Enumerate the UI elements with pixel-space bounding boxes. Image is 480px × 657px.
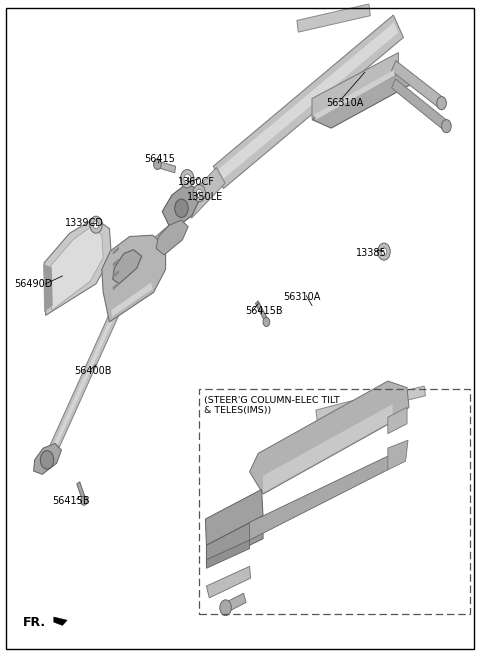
Polygon shape: [54, 617, 67, 625]
Circle shape: [175, 199, 188, 217]
Polygon shape: [113, 250, 142, 284]
Polygon shape: [77, 482, 85, 501]
Ellipse shape: [180, 170, 194, 188]
Polygon shape: [47, 305, 119, 463]
Polygon shape: [263, 389, 396, 486]
Text: 56400B: 56400B: [74, 366, 112, 376]
Polygon shape: [388, 407, 407, 434]
Text: (STEER'G COLUMN-ELEC TILT
& TELES(IMS)): (STEER'G COLUMN-ELEC TILT & TELES(IMS)): [204, 396, 340, 415]
Text: 56490D: 56490D: [14, 279, 53, 290]
Circle shape: [40, 451, 54, 469]
Polygon shape: [250, 381, 409, 494]
Polygon shape: [113, 246, 119, 255]
Polygon shape: [156, 220, 188, 255]
Polygon shape: [183, 168, 225, 218]
Bar: [199, 389, 470, 614]
Polygon shape: [392, 386, 425, 403]
Polygon shape: [34, 443, 61, 474]
Text: 56415: 56415: [144, 154, 175, 164]
Polygon shape: [113, 282, 119, 290]
Polygon shape: [206, 516, 263, 566]
Polygon shape: [392, 79, 448, 131]
Polygon shape: [50, 227, 103, 310]
Polygon shape: [102, 235, 166, 322]
Polygon shape: [157, 161, 176, 173]
Text: 1360CF: 1360CF: [178, 177, 215, 187]
Ellipse shape: [196, 189, 202, 197]
Polygon shape: [312, 74, 415, 128]
Text: 13385: 13385: [356, 248, 387, 258]
Polygon shape: [316, 390, 395, 424]
Polygon shape: [206, 566, 251, 598]
Polygon shape: [44, 218, 111, 315]
Polygon shape: [111, 283, 153, 317]
Circle shape: [220, 600, 231, 616]
Polygon shape: [43, 300, 123, 466]
Text: 56310A: 56310A: [283, 292, 321, 302]
Polygon shape: [297, 4, 370, 32]
Polygon shape: [162, 184, 199, 231]
Text: 56310A: 56310A: [326, 98, 364, 108]
Polygon shape: [388, 440, 408, 470]
Circle shape: [263, 317, 270, 327]
Polygon shape: [113, 270, 119, 279]
Ellipse shape: [381, 248, 387, 256]
Text: 1339CD: 1339CD: [65, 218, 104, 229]
Polygon shape: [255, 301, 268, 322]
Polygon shape: [206, 540, 250, 568]
Polygon shape: [131, 225, 175, 270]
Text: 56415B: 56415B: [245, 306, 282, 316]
Polygon shape: [43, 264, 53, 312]
Ellipse shape: [184, 174, 191, 183]
Ellipse shape: [193, 185, 205, 202]
Ellipse shape: [378, 243, 390, 260]
Text: 1350LE: 1350LE: [187, 192, 224, 202]
Polygon shape: [392, 60, 444, 108]
Circle shape: [81, 496, 87, 505]
Polygon shape: [113, 258, 119, 267]
Text: 56415B: 56415B: [52, 495, 89, 506]
Polygon shape: [224, 593, 246, 612]
Circle shape: [437, 97, 446, 110]
Circle shape: [154, 159, 161, 170]
Polygon shape: [250, 453, 394, 540]
Polygon shape: [314, 70, 395, 120]
Polygon shape: [214, 15, 403, 189]
Polygon shape: [266, 397, 393, 478]
Polygon shape: [312, 53, 398, 118]
Ellipse shape: [93, 221, 99, 229]
Text: FR.: FR.: [23, 616, 46, 629]
Polygon shape: [218, 22, 398, 179]
Polygon shape: [205, 489, 263, 545]
Ellipse shape: [90, 216, 102, 233]
Circle shape: [442, 120, 451, 133]
Polygon shape: [263, 404, 393, 493]
